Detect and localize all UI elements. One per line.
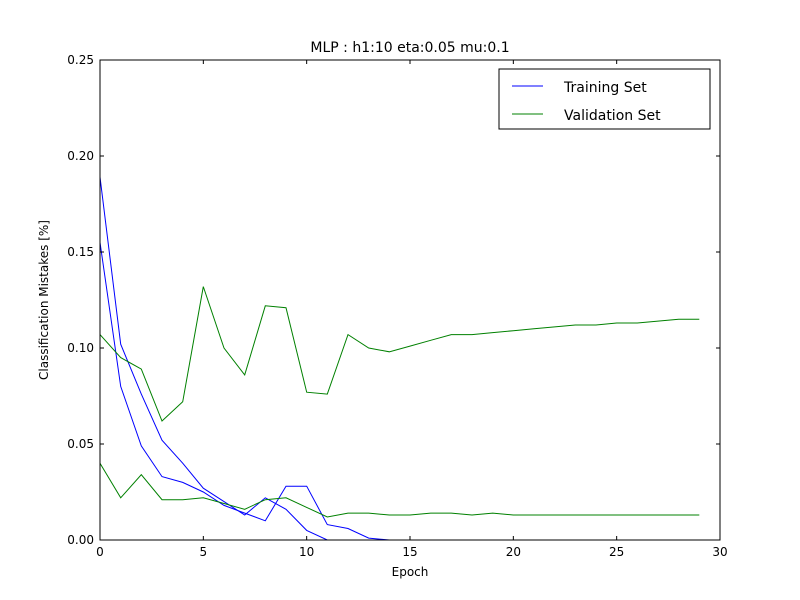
y-tick-label: 0.25 [67, 53, 94, 67]
x-tick-label: 30 [712, 545, 727, 559]
x-tick-label: 5 [200, 545, 208, 559]
y-tick-label: 0.00 [67, 533, 94, 547]
axis-tick-labels: 0 5 10 15 20 25 30 0.00 0.05 0.10 0.15 0.20 0.25 [67, 53, 727, 559]
x-tick-label: 20 [506, 545, 521, 559]
y-tick-label: 0.15 [67, 245, 94, 259]
x-tick-label: 25 [609, 545, 624, 559]
y-tick-label: 0.05 [67, 437, 94, 451]
axis-ticks [99, 59, 721, 541]
chart-title: MLP : h1:10 eta:0.05 mu:0.1 [310, 40, 509, 56]
x-tick-label: 10 [299, 545, 314, 559]
y-tick-label: 0.10 [67, 341, 94, 355]
legend-label-validation: Validation Set [564, 108, 661, 124]
legend: Training Set Validation Set [498, 68, 711, 130]
legend-box [498, 68, 711, 130]
series-line-2 [99, 286, 700, 422]
x-axis-label: Epoch [392, 565, 429, 579]
y-axis-label: Classification Mistakes [%] [37, 220, 51, 380]
y-tick-label: 0.20 [67, 149, 94, 163]
series-line-3 [99, 462, 700, 518]
legend-label-training: Training Set [563, 80, 647, 96]
x-tick-label: 15 [402, 545, 417, 559]
x-tick-label: 0 [96, 545, 104, 559]
